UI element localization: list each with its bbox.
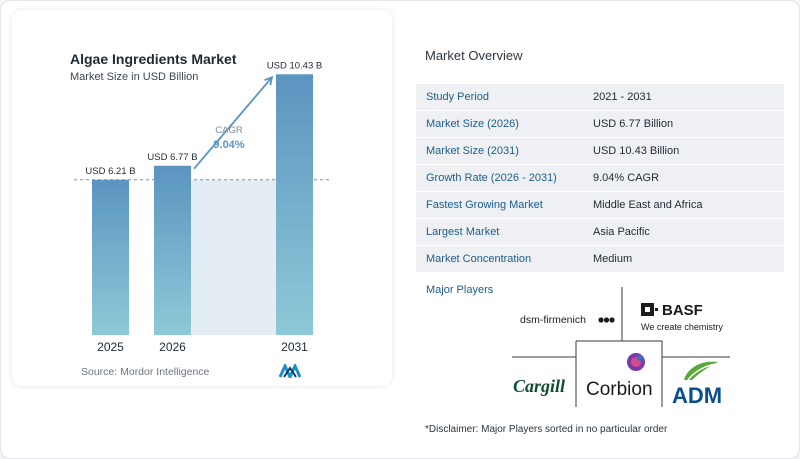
adm-leaf-icon <box>684 361 718 381</box>
growth-arrowhead <box>264 75 274 86</box>
data-label: USD 6.21 B <box>85 166 135 177</box>
bar-2026 <box>154 165 191 335</box>
cagr-label: CAGR <box>215 125 243 136</box>
overview-table: Study Period 2021 - 2031 Market Size (20… <box>416 84 784 273</box>
bar-2031 <box>276 74 313 335</box>
overview-label: Market Concentration <box>426 253 532 265</box>
corbion-logo: Corbion <box>586 379 653 400</box>
corbion-icon <box>627 353 645 371</box>
overview-value: Asia Pacific <box>593 226 650 238</box>
overview-row: Market Size (2026) USD 6.77 Billion <box>416 111 784 138</box>
dsm-dots-icon <box>598 317 615 323</box>
overview-label: Market Size (2026) <box>426 118 519 130</box>
overview-value: Middle East and Africa <box>593 199 703 211</box>
chart-source: Source: Mordor Intelligence <box>81 366 210 378</box>
cagr-value: 9.04% <box>213 139 244 151</box>
basf-logo: BASF <box>662 302 703 319</box>
overview-value: USD 10.43 Billion <box>593 145 680 157</box>
overview-label: Market Size (2031) <box>426 145 519 157</box>
overview-row: Study Period 2021 - 2031 <box>416 84 784 111</box>
overview-label: Study Period <box>426 91 489 103</box>
dsm-firmenich-logo: dsm-firmenich <box>520 314 586 326</box>
adm-logo: ADM <box>672 383 722 408</box>
x-tick-label: 2025 <box>97 340 124 354</box>
x-tick-label: 2026 <box>159 340 186 354</box>
overview-row: Largest Market Asia Pacific <box>416 219 784 246</box>
growth-arrow <box>193 76 273 170</box>
overview-value: 9.04% CAGR <box>593 172 660 184</box>
overview-row: Growth Rate (2026 - 2031) 9.04% CAGR <box>416 165 784 192</box>
overview-value: USD 6.77 Billion <box>593 118 674 130</box>
data-label: USD 10.43 B <box>267 60 322 71</box>
overview-row: Market Size (2031) USD 10.43 Billion <box>416 138 784 165</box>
bar-2025 <box>92 179 129 335</box>
data-label: USD 6.77 B <box>147 152 197 163</box>
basf-square-icon <box>641 303 658 316</box>
overview-label: Fastest Growing Market <box>426 199 543 211</box>
x-tick-label: 2031 <box>281 340 308 354</box>
basf-tagline: We create chemistry <box>641 322 723 332</box>
overview-value: 2021 - 2031 <box>593 91 652 103</box>
chart-subtitle: Market Size in USD Billion <box>70 71 199 83</box>
bar-chart: USD 6.21 B 2025 USD 6.77 B 2026 USD 10.43 B 2… <box>74 60 330 354</box>
mordor-intelligence-logo <box>279 364 302 378</box>
disclaimer: *Disclaimer: Major Players sorted in no … <box>425 424 668 435</box>
cargill-logo: Cargill <box>513 376 565 396</box>
major-players-title: Major Players <box>426 284 494 296</box>
overview-title: Market Overview <box>425 48 523 63</box>
overview-value: Medium <box>593 253 633 265</box>
growth-region <box>191 179 276 335</box>
overview-row: Fastest Growing Market Middle East and A… <box>416 192 784 219</box>
chart-title: Algae Ingredients Market <box>70 51 237 67</box>
overview-label: Growth Rate (2026 - 2031) <box>426 172 557 184</box>
overview-label: Largest Market <box>426 226 500 238</box>
overview-row: Market Concentration Medium <box>416 246 784 273</box>
